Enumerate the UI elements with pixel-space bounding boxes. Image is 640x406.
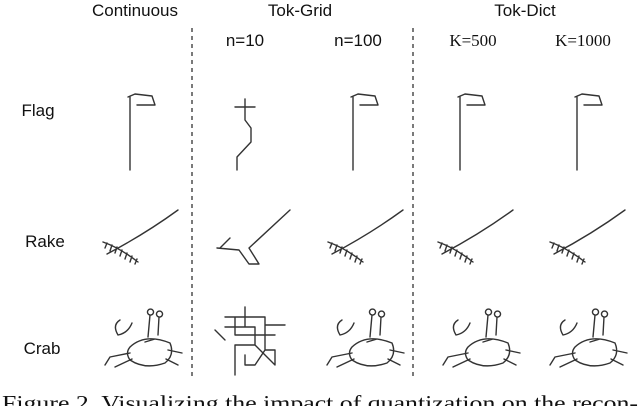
row-label: Crab xyxy=(24,339,61,358)
column-header: Continuous xyxy=(92,1,178,20)
setting-label: K=1000 xyxy=(555,31,611,50)
column-header: Tok-Dict xyxy=(494,1,556,20)
row-label: Rake xyxy=(25,232,65,251)
setting-label: K=500 xyxy=(449,31,496,50)
setting-label: n=100 xyxy=(334,31,382,50)
column-header: Tok-Grid xyxy=(268,1,332,20)
sketches xyxy=(102,93,628,376)
setting-label: n=10 xyxy=(226,31,264,50)
caption: Figure 2. Visualizing the impact of quan… xyxy=(2,391,638,406)
row-label: Flag xyxy=(21,101,54,120)
